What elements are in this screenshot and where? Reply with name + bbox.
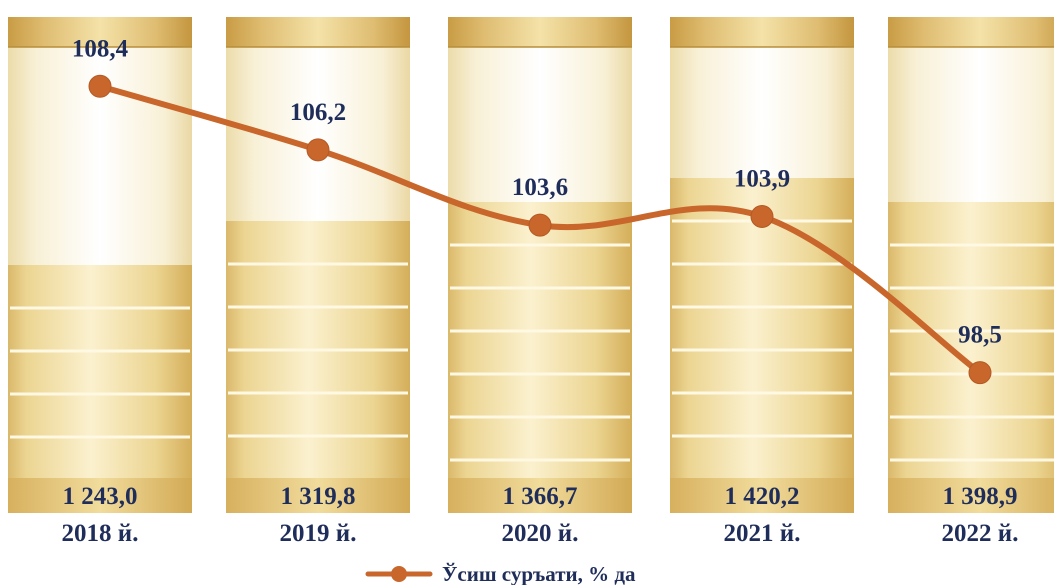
bar-empty-1 (226, 47, 410, 221)
x-tick-label-1: 2019 й. (280, 520, 357, 547)
growth-point-1 (306, 138, 330, 162)
x-tick-label-4: 2022 й. (942, 520, 1019, 547)
bar-empty-4 (888, 47, 1054, 202)
x-tick-label-2: 2020 й. (502, 520, 579, 547)
growth-point-3 (750, 204, 774, 228)
bar-base-4 (888, 478, 1054, 513)
bar-3 (670, 178, 854, 478)
bar-cap-2 (448, 17, 632, 47)
bar-cap-0 (8, 17, 192, 47)
bar-cap-4 (888, 17, 1054, 47)
bar-base-0 (8, 478, 192, 513)
bar-empty-3 (670, 47, 854, 178)
growth-point-4 (968, 361, 992, 385)
bar-4 (888, 202, 1054, 478)
bar-column-2 (448, 17, 632, 513)
legend-marker-swatch (391, 566, 407, 582)
labels-group: 1 243,0 2018 й. 1 319,8 2019 й. 1 366,7 2020 … (62, 35, 1019, 547)
growth-point-0 (88, 74, 112, 98)
bar-column-3 (670, 17, 854, 513)
growth-value-label-0: 108,4 (72, 35, 129, 62)
growth-point-2 (528, 213, 552, 237)
bar-value-label-2: 1 366,7 (503, 483, 578, 510)
bar-cap-3 (670, 17, 854, 47)
legend: Ўсиш суръати, % да (365, 562, 636, 585)
x-tick-label-3: 2021 й. (724, 520, 801, 547)
bar-empty-2 (448, 47, 632, 202)
bars-group (8, 17, 1054, 513)
bar-column-1 (226, 17, 410, 513)
bar-value-label-1: 1 319,8 (281, 483, 356, 510)
bar-base-2 (448, 478, 632, 513)
legend-label: Ўсиш суръати, % да (442, 562, 636, 585)
bar-2 (448, 202, 632, 478)
x-tick-label-0: 2018 й. (62, 520, 139, 547)
growth-value-label-1: 106,2 (290, 99, 346, 126)
bar-value-label-4: 1 398,9 (943, 483, 1018, 510)
bar-0 (8, 265, 192, 478)
bar-column-4 (888, 17, 1054, 513)
bar-base-3 (670, 478, 854, 513)
growth-value-label-4: 98,5 (958, 322, 1002, 349)
growth-line-group (88, 74, 992, 385)
bar-base-1 (226, 478, 410, 513)
growth-value-label-2: 103,6 (512, 174, 568, 201)
bar-value-label-3: 1 420,2 (725, 483, 800, 510)
growth-value-label-3: 103,9 (734, 165, 790, 192)
bar-value-label-0: 1 243,0 (63, 483, 138, 510)
bar-cap-1 (226, 17, 410, 47)
